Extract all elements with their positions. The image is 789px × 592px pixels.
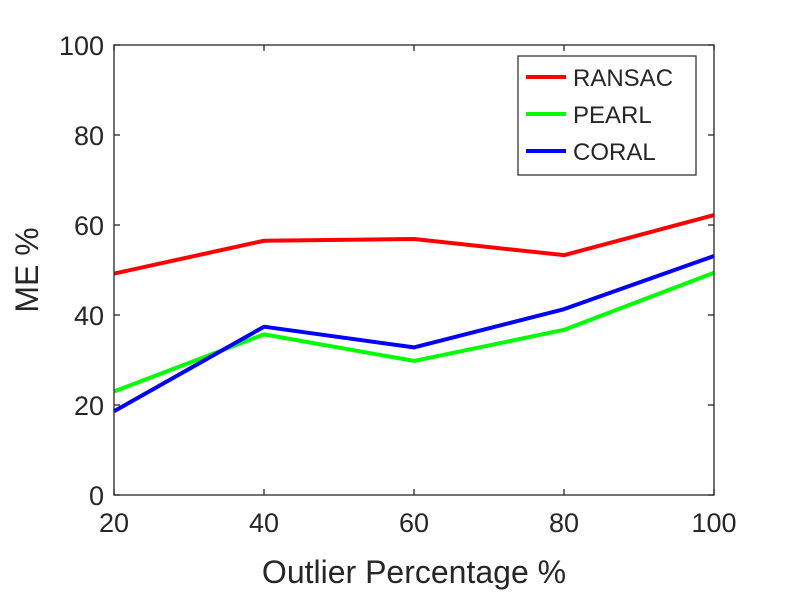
- y-tick-label: 80: [74, 121, 104, 151]
- x-tick-label: 60: [399, 508, 429, 538]
- x-tick-label: 80: [549, 508, 579, 538]
- y-axis-title: ME %: [9, 227, 45, 312]
- x-tick-label: 40: [249, 508, 279, 538]
- y-tick-label: 100: [59, 31, 104, 61]
- series-line-ransac: [113, 213, 715, 276]
- x-tick-label: 100: [691, 508, 736, 538]
- legend-label-coral: CORAL: [573, 139, 656, 166]
- legend: RANSAC PEARL CORAL: [517, 55, 697, 176]
- y-axis: 0 20 40 60 80 100: [59, 31, 714, 511]
- y-tick-label: 40: [74, 301, 104, 331]
- legend-label-pearl: PEARL: [573, 102, 652, 129]
- x-axis: 20 40 60 80 100: [99, 45, 737, 538]
- series-layer: [113, 213, 715, 414]
- x-axis-title: Outlier Percentage %: [262, 554, 566, 590]
- y-tick-label: 20: [74, 391, 104, 421]
- y-tick-label: 0: [89, 481, 104, 511]
- x-tick-label: 20: [99, 508, 129, 538]
- y-tick-label: 60: [74, 211, 104, 241]
- series-line-coral: [113, 254, 715, 414]
- legend-label-ransac: RANSAC: [573, 65, 673, 92]
